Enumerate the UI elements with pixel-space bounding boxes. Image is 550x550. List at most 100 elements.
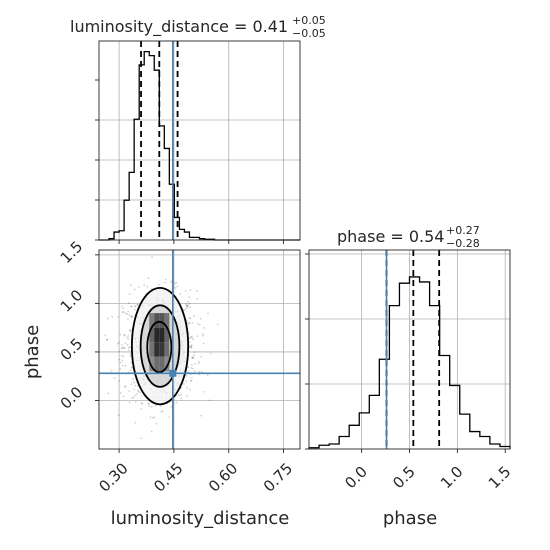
scatter-point xyxy=(128,293,131,295)
ld-title: luminosity_distance = 0.41 xyxy=(70,17,288,37)
scatter-point xyxy=(209,352,212,355)
ph-xtick-label-0: 0.0 xyxy=(341,463,371,493)
scatter-point xyxy=(197,360,200,363)
scatter-point xyxy=(189,346,191,348)
scatter-point xyxy=(122,311,125,313)
scatter-point xyxy=(130,305,133,308)
ph-quantile-lines xyxy=(385,250,441,449)
x-axis-label-phase: phase xyxy=(383,508,437,529)
scatter-point xyxy=(148,405,151,408)
scatter-point xyxy=(129,284,132,287)
scatter-point xyxy=(139,391,142,394)
scatter-point xyxy=(122,355,125,358)
scatter-point xyxy=(133,388,136,391)
scatter-point xyxy=(140,407,143,410)
scatter-point xyxy=(124,385,127,388)
scatter-point xyxy=(151,256,153,258)
scatter-point xyxy=(130,361,132,364)
scatter-point xyxy=(134,384,137,387)
scatter-point xyxy=(133,381,135,384)
2d-ytick-label-0: 0.0 xyxy=(57,383,87,413)
ph-xtick-label-1: 0.5 xyxy=(389,463,419,493)
scatter-point xyxy=(127,346,130,349)
scatter-point xyxy=(132,396,135,399)
y-axis-label-phase: phase xyxy=(22,325,43,379)
scatter-point xyxy=(185,304,188,307)
scatter-point xyxy=(122,307,125,310)
scatter-point xyxy=(185,380,188,383)
scatter-point xyxy=(118,358,121,361)
scatter-point xyxy=(127,310,130,313)
scatter-point xyxy=(127,335,130,337)
ph-frame xyxy=(308,249,511,450)
scatter-point xyxy=(168,416,171,419)
scatter-point xyxy=(118,350,121,353)
density-cell xyxy=(154,313,160,328)
density-cell xyxy=(149,327,155,343)
density-cell xyxy=(159,327,165,343)
ph-xtick-label-3: 1.5 xyxy=(485,463,515,493)
scatter-point xyxy=(133,288,136,291)
scatter-point xyxy=(188,341,191,344)
scatter-point xyxy=(107,317,109,320)
scatter-point xyxy=(191,363,193,366)
scatter-point xyxy=(197,322,200,325)
scatter-point xyxy=(189,317,192,320)
scatter-point xyxy=(128,390,131,392)
scatter-point xyxy=(202,334,205,337)
scatter-point xyxy=(124,385,127,388)
scatter-point xyxy=(175,401,178,404)
density-cell xyxy=(154,327,160,343)
scatter-point xyxy=(187,366,190,369)
ld-gridlines xyxy=(99,41,300,240)
ph-title: phase = 0.54 xyxy=(337,227,444,246)
scatter-point xyxy=(193,370,196,373)
scatter-point xyxy=(160,411,163,413)
scatter-point xyxy=(143,284,146,286)
scatter-point xyxy=(130,397,133,399)
scatter-point xyxy=(182,383,185,385)
density-cell xyxy=(164,313,170,328)
scatter-point xyxy=(189,336,192,339)
scatter-point xyxy=(200,355,202,358)
scatter-point xyxy=(186,304,189,307)
density-cell xyxy=(149,313,155,328)
scatter-point xyxy=(129,355,132,357)
scatter-point xyxy=(196,297,199,300)
scatter-point xyxy=(120,354,123,357)
scatter-point xyxy=(131,315,133,318)
2d-truth-marker xyxy=(169,369,177,377)
scatter-point xyxy=(140,402,143,405)
scatter-point xyxy=(216,323,219,326)
scatter-point xyxy=(121,359,124,362)
scatter-point xyxy=(124,364,127,367)
density-cell xyxy=(159,342,165,357)
scatter-point xyxy=(140,437,143,440)
scatter-point xyxy=(177,394,180,397)
scatter-point xyxy=(188,296,191,299)
scatter-point xyxy=(123,334,126,337)
scatter-point xyxy=(130,305,132,308)
density-cell xyxy=(164,342,170,357)
scatter-point xyxy=(161,410,164,412)
scatter-point xyxy=(119,361,122,364)
density-cell xyxy=(154,342,160,357)
scatter-point xyxy=(106,338,109,341)
scatter-point xyxy=(105,338,108,341)
panel-2d-density: 0.30 0.45 0.60 0.75 0.0 0.5 1.0 1.5 luminosity_… xyxy=(22,238,301,529)
scatter-point xyxy=(191,321,194,324)
scatter-point xyxy=(119,333,122,336)
scatter-point xyxy=(149,416,152,419)
scatter-point xyxy=(123,346,126,349)
scatter-point xyxy=(121,344,123,346)
scatter-point xyxy=(129,330,132,333)
2d-ytick-label-1: 0.5 xyxy=(57,335,87,365)
scatter-point xyxy=(190,379,193,382)
scatter-point xyxy=(130,316,133,318)
2d-truth-lines xyxy=(99,250,300,449)
scatter-point xyxy=(118,341,120,344)
panel-phase-histogram: 0.0 0.5 1.0 1.5 phase = 0.54 +0.27 −0.28 ph… xyxy=(305,224,514,529)
scatter-point xyxy=(191,336,194,339)
ph-gridlines xyxy=(309,250,510,449)
scatter-point xyxy=(104,334,107,337)
